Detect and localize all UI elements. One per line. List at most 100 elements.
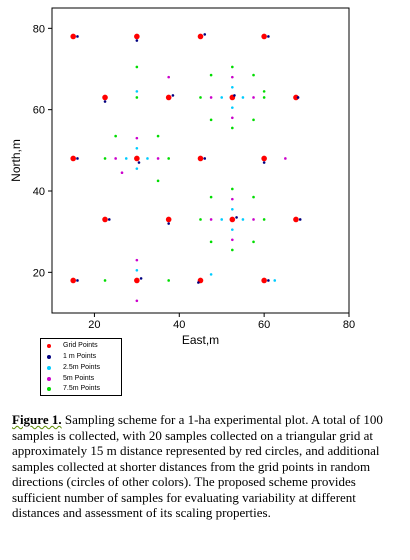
- data-point-1-m-points: [267, 35, 270, 38]
- data-point-7-5m-points: [114, 134, 117, 138]
- data-point-grid-points: [261, 155, 267, 162]
- data-point-7-5m-points: [231, 248, 234, 252]
- data-point-grid-points: [261, 277, 267, 284]
- data-point-grid-points: [261, 33, 267, 40]
- data-point-7-5m-points: [135, 65, 139, 69]
- figure-caption: Figure 1. Sampling scheme for a 1-ha exp…: [12, 412, 402, 521]
- data-point-grid-points: [102, 94, 108, 101]
- data-point-7-5m-points: [252, 240, 255, 244]
- data-point-5m-points: [231, 116, 234, 120]
- data-point-2-5m-points: [273, 279, 277, 282]
- x-axis-label: East,m: [182, 333, 219, 347]
- data-point-1-m-points: [296, 96, 300, 99]
- legend-label: 1 m Points: [63, 353, 97, 360]
- data-point-5m-points: [120, 171, 124, 174]
- data-point-7-5m-points: [156, 134, 160, 138]
- data-point-7-5m-points: [252, 118, 255, 122]
- legend: Grid Points 1 m Points 2.5m Points 5m Po…: [40, 338, 122, 396]
- data-point-7-5m-points: [209, 73, 213, 77]
- data-point-grid-points: [70, 155, 77, 162]
- data-point-5m-points: [209, 96, 213, 99]
- data-point-2-5m-points: [124, 157, 128, 160]
- legend-entry-grid-points: Grid Points: [41, 341, 121, 351]
- legend-swatch-2-5m-points: [47, 366, 51, 370]
- data-point-grid-points: [134, 277, 140, 284]
- data-point-7-5m-points: [103, 157, 107, 160]
- data-point-1-m-points: [107, 218, 111, 221]
- data-point-1-m-points: [76, 35, 79, 38]
- data-point-2-5m-points: [241, 218, 245, 221]
- data-point-1-m-points: [76, 279, 79, 282]
- data-point-2-5m-points: [135, 269, 139, 272]
- data-point-grid-points: [293, 94, 299, 101]
- legend-entry-1m-points: 1 m Points: [41, 352, 121, 362]
- data-point-7-5m-points: [199, 218, 202, 221]
- y-tick-label: 60: [33, 105, 45, 117]
- data-point-grid-points: [197, 33, 204, 40]
- data-point-7-5m-points: [209, 240, 213, 244]
- data-point-5m-points: [231, 197, 234, 201]
- data-point-5m-points: [231, 238, 234, 242]
- legend-entry-7-5m-points: 7.5m Points: [41, 384, 121, 394]
- legend-entry-2-5m-points: 2.5m Points: [41, 363, 121, 373]
- data-point-grid-points: [293, 216, 299, 223]
- legend-swatch-1m-points: [47, 355, 51, 359]
- data-point-5m-points: [231, 75, 234, 79]
- data-point-7-5m-points: [231, 126, 234, 130]
- data-point-2-5m-points: [220, 218, 224, 221]
- data-point-1-m-points: [262, 161, 266, 164]
- data-point-grid-points: [70, 33, 77, 40]
- x-tick-label: 40: [173, 319, 185, 331]
- data-point-1-m-points: [139, 277, 143, 280]
- data-point-7-5m-points: [262, 218, 266, 221]
- data-point-grid-points: [134, 33, 140, 40]
- data-point-grid-points: [102, 216, 108, 223]
- data-point-5m-points: [167, 75, 170, 79]
- data-point-7-5m-points: [262, 90, 266, 93]
- data-point-1-m-points: [137, 161, 141, 164]
- legend-swatch-grid-points: [47, 344, 51, 348]
- data-point-1-m-points: [298, 218, 302, 221]
- data-point-1-m-points: [197, 281, 200, 284]
- data-point-7-5m-points: [231, 187, 234, 191]
- data-point-5m-points: [135, 136, 139, 140]
- data-point-5m-points: [114, 157, 117, 160]
- data-point-5m-points: [156, 157, 160, 160]
- data-point-7-5m-points: [156, 179, 160, 183]
- data-point-grid-points: [229, 216, 236, 223]
- data-point-1-m-points: [171, 94, 175, 97]
- data-point-2-5m-points: [135, 147, 139, 150]
- legend-entry-5m-points: 5m Points: [41, 374, 121, 384]
- legend-label: 7.5m Points: [63, 385, 100, 392]
- data-point-1-m-points: [76, 157, 79, 160]
- data-point-5m-points: [252, 218, 255, 221]
- legend-label: 5m Points: [63, 375, 95, 382]
- data-point-1-m-points: [203, 157, 207, 160]
- data-point-5m-points: [135, 299, 139, 303]
- data-point-grid-points: [165, 216, 172, 223]
- data-point-7-5m-points: [252, 195, 255, 199]
- data-point-grid-points: [165, 94, 172, 101]
- data-point-7-5m-points: [103, 279, 107, 282]
- data-point-7-5m-points: [252, 73, 255, 77]
- data-point-2-5m-points: [209, 273, 213, 276]
- x-tick-label: 60: [258, 319, 270, 331]
- data-point-1-m-points: [203, 33, 207, 36]
- data-point-5m-points: [209, 218, 213, 221]
- data-point-grid-points: [134, 155, 140, 162]
- data-point-7-5m-points: [167, 279, 170, 282]
- legend-swatch-5m-points: [47, 377, 51, 381]
- data-point-1-m-points: [135, 39, 139, 42]
- data-point-2-5m-points: [241, 96, 245, 99]
- data-point-1-m-points: [103, 100, 107, 103]
- data-point-2-5m-points: [135, 90, 139, 93]
- data-point-7-5m-points: [167, 157, 170, 160]
- data-point-7-5m-points: [209, 118, 213, 122]
- figure: 20 40 60 80 20 40 60 80 East,m North,m Grid Point…: [9, 7, 355, 396]
- scatter-plot: 20 40 60 80 20 40 60 80 East,m North,m: [9, 7, 355, 347]
- data-point-7-5m-points: [262, 96, 266, 99]
- data-point-grid-points: [197, 155, 204, 162]
- legend-label: 2.5m Points: [63, 364, 100, 371]
- data-point-7-5m-points: [209, 195, 213, 199]
- data-point-2-5m-points: [231, 86, 234, 89]
